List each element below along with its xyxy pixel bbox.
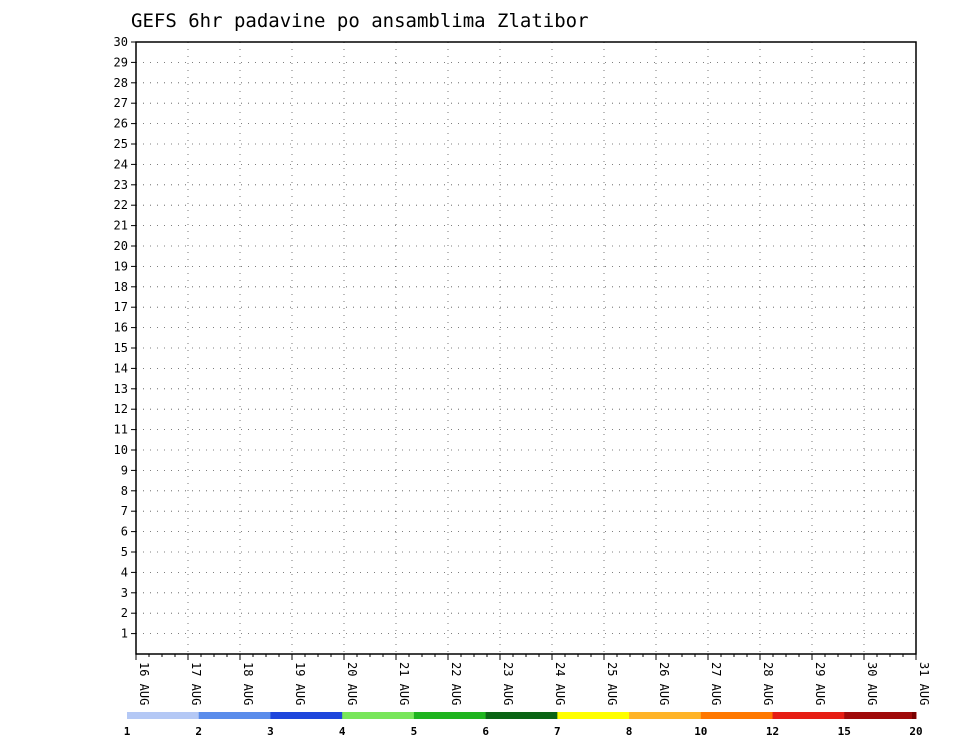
legend-swatch <box>198 712 271 719</box>
legend-swatch <box>270 712 343 719</box>
legend-swatch <box>700 712 774 719</box>
x-tick-label: 21 AUG <box>397 662 411 705</box>
x-tick-label: 19 AUG <box>293 662 307 705</box>
x-tick-label: 27 AUG <box>709 662 723 705</box>
y-tick-label: 13 <box>114 382 128 396</box>
legend-label: 10 <box>694 725 707 738</box>
y-tick-label: 14 <box>114 361 128 375</box>
legend-label: 20 <box>909 725 922 738</box>
legend-label: 7 <box>554 725 561 738</box>
y-tick-label: 10 <box>114 443 128 457</box>
color-legend: 1 2 3 4 5 6 7 8 10 12 15 20 <box>124 712 923 738</box>
y-tick-label: 1 <box>121 627 128 641</box>
y-axis-ticks: 1234567891011121314151617181920212223242… <box>114 35 136 641</box>
legend-label: 4 <box>339 725 346 738</box>
y-tick-label: 5 <box>121 545 128 559</box>
y-tick-label: 22 <box>114 198 128 212</box>
x-tick-label: 29 AUG <box>813 662 827 705</box>
legend-swatch <box>127 712 200 719</box>
legend-swatch <box>557 712 630 719</box>
legend-label: 15 <box>838 725 851 738</box>
x-tick-label: 23 AUG <box>501 662 515 705</box>
legend-swatch <box>629 712 702 719</box>
legend-swatch <box>342 712 415 719</box>
legend-swatch <box>912 712 916 719</box>
y-tick-label: 3 <box>121 586 128 600</box>
legend-label: 8 <box>626 725 633 738</box>
x-tick-label: 17 AUG <box>189 662 203 705</box>
x-tick-label: 26 AUG <box>657 662 671 705</box>
legend-swatch <box>485 712 558 719</box>
y-tick-label: 26 <box>114 117 128 131</box>
y-tick-label: 9 <box>121 463 128 477</box>
y-tick-label: 6 <box>121 525 128 539</box>
legend-swatch <box>844 712 917 719</box>
x-tick-label: 30 AUG <box>865 662 879 705</box>
legend-label: 1 <box>124 725 131 738</box>
x-tick-label: 18 AUG <box>241 662 255 705</box>
legend-label: 6 <box>482 725 489 738</box>
legend-swatch <box>772 712 845 719</box>
y-tick-label: 27 <box>114 96 128 110</box>
legend-swatch <box>413 712 487 719</box>
y-tick-label: 2 <box>121 606 128 620</box>
chart-title: GEFS 6hr padavine po ansamblima Zlatibor <box>131 10 589 32</box>
x-tick-label: 28 AUG <box>761 662 775 705</box>
y-tick-label: 19 <box>114 259 128 273</box>
x-tick-label: 16 AUG <box>137 662 151 705</box>
y-tick-label: 23 <box>114 178 128 192</box>
grid-lines <box>136 42 916 654</box>
y-tick-label: 18 <box>114 280 128 294</box>
legend-label: 3 <box>267 725 274 738</box>
y-tick-label: 29 <box>114 55 128 69</box>
y-tick-label: 8 <box>121 484 128 498</box>
y-tick-label: 25 <box>114 137 128 151</box>
legend-label: 5 <box>411 725 418 738</box>
x-tick-label: 31 AUG <box>917 662 931 705</box>
y-tick-label: 21 <box>114 219 128 233</box>
y-tick-label: 11 <box>114 423 128 437</box>
y-tick-label: 30 <box>114 35 128 49</box>
y-tick-label: 28 <box>114 76 128 90</box>
x-axis-ticks: 16 AUG 17 AUG 18 AUG 19 AUG 20 AUG 21 AUG 22 A… <box>135 654 931 705</box>
legend-label: 2 <box>195 725 202 738</box>
legend-label: 12 <box>766 725 779 738</box>
y-tick-label: 15 <box>114 341 128 355</box>
x-tick-label: 22 AUG <box>449 662 463 705</box>
y-tick-label: 20 <box>114 239 128 253</box>
x-tick-label: 25 AUG <box>605 662 619 705</box>
y-tick-label: 24 <box>114 157 128 171</box>
x-tick-label: 24 AUG <box>553 662 567 705</box>
y-tick-label: 12 <box>114 402 128 416</box>
y-tick-label: 16 <box>114 321 128 335</box>
y-tick-label: 17 <box>114 300 128 314</box>
x-tick-label: 20 AUG <box>345 662 359 705</box>
y-tick-label: 4 <box>121 565 128 579</box>
y-tick-label: 7 <box>121 504 128 518</box>
plot-frame <box>135 41 917 655</box>
